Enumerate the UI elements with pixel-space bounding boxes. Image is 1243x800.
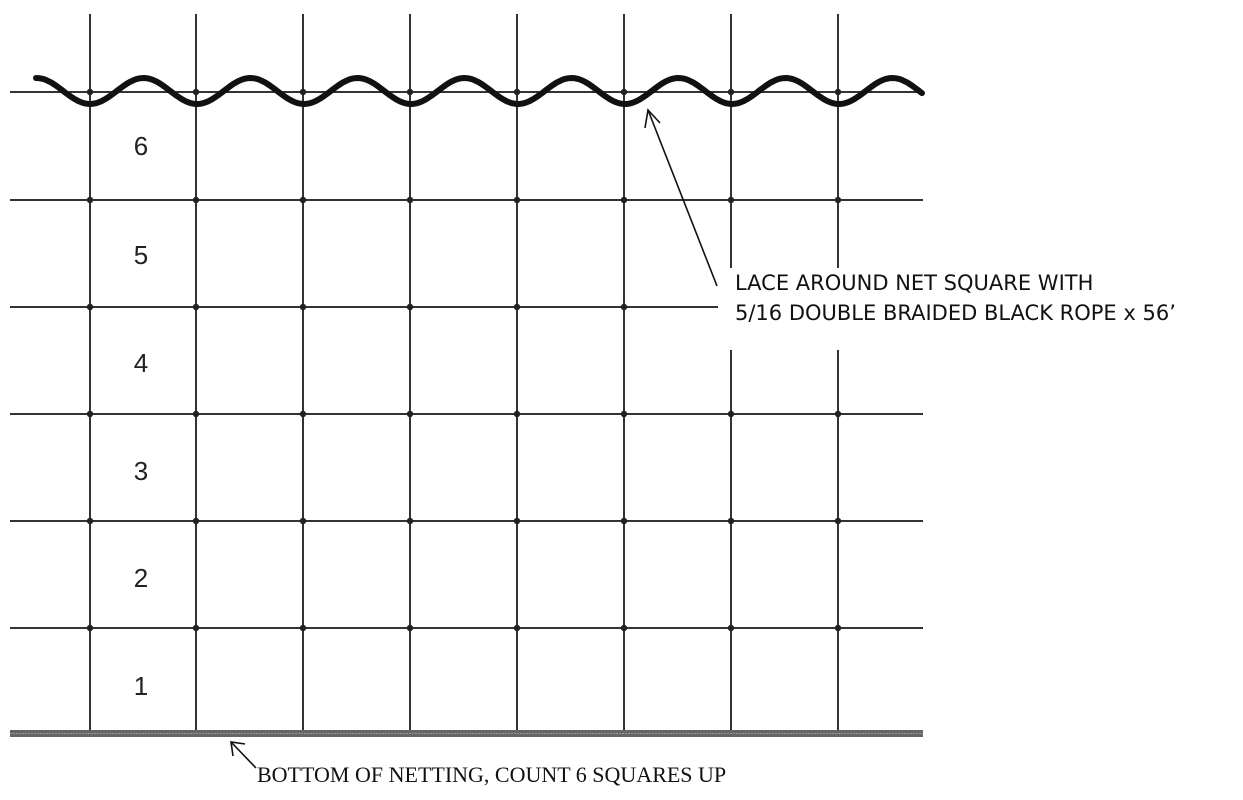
net-knot: [299, 410, 307, 418]
net-knot: [834, 88, 842, 96]
net-knot: [299, 517, 307, 525]
net-knot: [834, 624, 842, 632]
net-knots: [86, 88, 842, 632]
net-knot: [86, 196, 94, 204]
net-knot: [620, 88, 628, 96]
lace-arrow: [644, 108, 718, 287]
net-knot: [406, 410, 414, 418]
square-number-5: 5: [134, 240, 148, 270]
net-knot: [86, 88, 94, 96]
net-knot: [727, 196, 735, 204]
net-knot: [192, 88, 200, 96]
net-knot: [299, 624, 307, 632]
square-number-4: 4: [134, 348, 148, 378]
net-knot: [727, 410, 735, 418]
net-knot: [620, 517, 628, 525]
net-knot: [513, 410, 521, 418]
net-knot: [513, 196, 521, 204]
net-knot: [406, 517, 414, 525]
net-knot: [727, 88, 735, 96]
square-number-3: 3: [134, 456, 148, 486]
net-knot: [86, 410, 94, 418]
net-knot: [86, 517, 94, 525]
bottom-arrow: [230, 741, 257, 769]
lace-rope-wave: [33, 74, 925, 108]
net-knot: [406, 624, 414, 632]
net-knot: [192, 517, 200, 525]
net-knot: [86, 624, 94, 632]
net-knot: [513, 624, 521, 632]
net-knot: [513, 517, 521, 525]
net-knot: [513, 88, 521, 96]
net-knot: [406, 303, 414, 311]
net-knot: [406, 196, 414, 204]
net-knot: [299, 88, 307, 96]
square-number-1: 1: [134, 671, 148, 701]
net-knot: [86, 303, 94, 311]
net-knot: [192, 303, 200, 311]
square-number-2: 2: [134, 563, 148, 593]
lace-instruction-line-1: LACE AROUND NET SQUARE WITH: [735, 271, 1094, 295]
net-grid: [10, 14, 923, 730]
square-number-6: 6: [134, 131, 148, 161]
net-knot: [620, 624, 628, 632]
net-knot: [299, 196, 307, 204]
net-knot: [192, 196, 200, 204]
net-knot: [834, 196, 842, 204]
net-knot: [727, 517, 735, 525]
net-knot: [192, 624, 200, 632]
bottom-of-netting-note: BOTTOM OF NETTING, COUNT 6 SQUARES UP: [257, 762, 727, 787]
net-knot: [834, 410, 842, 418]
lace-instruction-line-2: 5/16 DOUBLE BRAIDED BLACK ROPE x 56’: [735, 301, 1176, 325]
net-knot: [620, 196, 628, 204]
net-knot: [513, 303, 521, 311]
net-knot: [192, 410, 200, 418]
net-knot: [620, 303, 628, 311]
net-knot: [834, 517, 842, 525]
net-knot: [299, 303, 307, 311]
net-knot: [620, 410, 628, 418]
net-knot: [727, 624, 735, 632]
lace-instruction-callout: LACE AROUND NET SQUARE WITH 5/16 DOUBLE …: [718, 268, 1238, 350]
net-knot: [406, 88, 414, 96]
